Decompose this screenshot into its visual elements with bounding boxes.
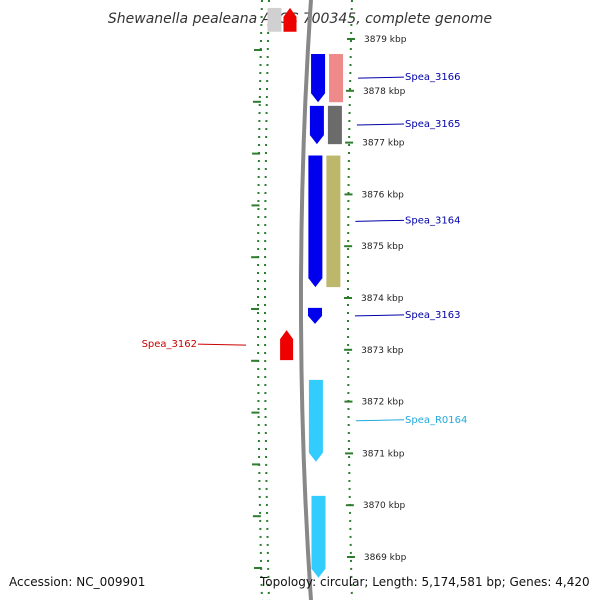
gene-rna-lower[interactable] <box>311 495 326 578</box>
cog-bar <box>329 54 344 103</box>
cog-bar <box>327 105 342 145</box>
gene-label-Spea_3166[interactable]: Spea_3166 <box>405 72 460 83</box>
label-leader <box>358 76 405 79</box>
ring-guide-2 <box>264 0 270 600</box>
tick-label: 3878 kbp <box>363 87 406 97</box>
tick-label: 3872 kbp <box>361 398 404 408</box>
gene-arrow[interactable] <box>280 330 294 361</box>
gene-Spea_3162[interactable] <box>280 330 294 361</box>
tick-label: 3879 kbp <box>364 35 407 45</box>
gene-Spea_3164[interactable] <box>308 155 341 288</box>
gene-arrow[interactable] <box>311 54 326 103</box>
gene-label-Spea_3163[interactable]: Spea_3163 <box>405 310 460 321</box>
label-leader <box>355 419 405 422</box>
cog-bar <box>326 155 341 288</box>
scale-ticks: 3879 kbp 3878 kbp 3877 kbp 3876 kbp 3875 kbp… <box>251 35 407 569</box>
gene-arrow[interactable] <box>309 105 324 145</box>
label-leader <box>355 219 405 222</box>
accession-text: Accession: NC_009901 <box>9 575 146 589</box>
genome-summary-text: Topology: circular; Length: 5,174,581 bp… <box>260 575 590 589</box>
tick-label: 3875 kbp <box>361 242 404 252</box>
gene-label-Spea_3164[interactable]: Spea_3164 <box>405 215 460 226</box>
gene-Spea_3163[interactable] <box>308 307 323 324</box>
tick-label: 3874 kbp <box>361 294 404 304</box>
gene-reverse-top[interactable] <box>267 7 297 32</box>
gene-label-Spea_3162[interactable]: Spea_3162 <box>142 339 197 350</box>
tick-label: 3873 kbp <box>361 346 404 356</box>
ring-guide-1 <box>257 0 263 600</box>
gene-label-Spea_R0164[interactable]: Spea_R0164 <box>405 415 467 426</box>
map-title: Shewanella pealeana ATCC 700345, complet… <box>108 11 492 27</box>
gene-arrow[interactable] <box>308 307 323 324</box>
backbone <box>299 0 313 600</box>
tick-label: 3877 kbp <box>362 139 405 149</box>
gene-labels: Spea_3166 Spea_3165 Spea_3164 Spea_3163 Spea… <box>142 72 468 426</box>
gene-arrow[interactable] <box>308 379 323 462</box>
label-leader <box>355 314 405 317</box>
gene-arrow[interactable] <box>308 155 323 288</box>
gene-arrow[interactable] <box>283 7 297 32</box>
gene-Spea_3165[interactable] <box>309 105 342 145</box>
tick-label: 3871 kbp <box>362 449 405 459</box>
backbone-line <box>299 0 313 600</box>
tick-label: 3869 kbp <box>364 553 407 563</box>
tick-label: 3876 kbp <box>361 190 404 200</box>
label-leader <box>197 343 247 346</box>
gene-Spea_3166[interactable] <box>311 54 344 103</box>
tick-label: 3870 kbp <box>363 501 406 511</box>
cog-bar <box>267 7 282 32</box>
label-leader <box>356 123 405 126</box>
gene-features <box>267 7 344 578</box>
gene-label-Spea_3165[interactable]: Spea_3165 <box>405 119 460 130</box>
gene-arrow[interactable] <box>311 495 326 578</box>
gene-Spea_R0164[interactable] <box>308 379 323 462</box>
